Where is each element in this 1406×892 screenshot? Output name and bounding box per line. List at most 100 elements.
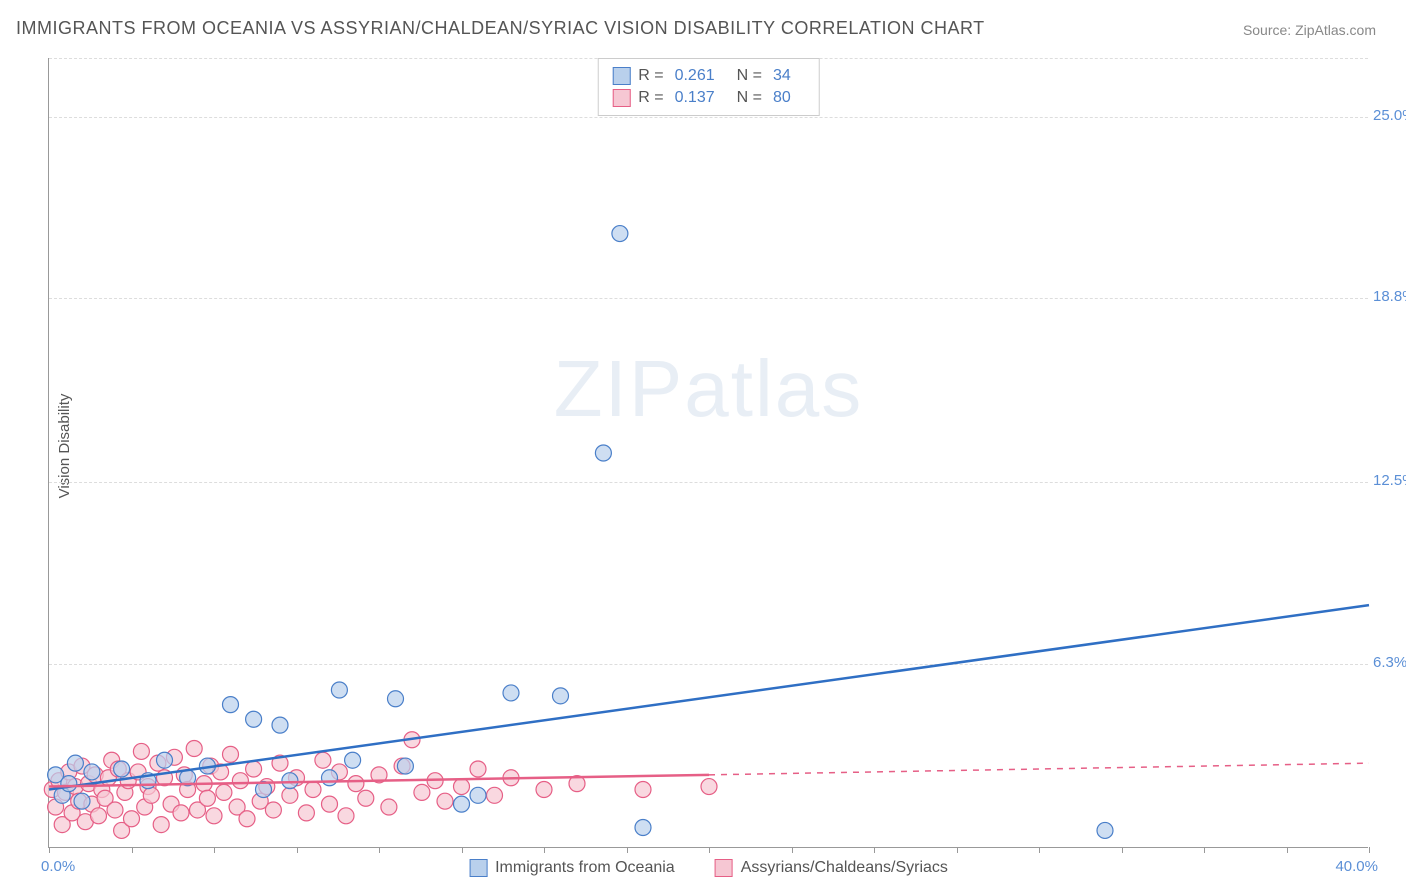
x-tick [297, 847, 298, 853]
r-label: R = [638, 67, 663, 85]
x-tick [462, 847, 463, 853]
x-tick [627, 847, 628, 853]
data-point [186, 741, 202, 757]
trend-line [49, 605, 1369, 789]
data-point [216, 784, 232, 800]
data-point [315, 752, 331, 768]
data-point [388, 691, 404, 707]
data-point [503, 685, 519, 701]
legend-swatch-b0 [469, 859, 487, 877]
x-axis-min-label: 0.0% [41, 858, 75, 875]
r-label: R = [638, 89, 663, 107]
data-point [635, 820, 651, 836]
chart-title: IMMIGRANTS FROM OCEANIA VS ASSYRIAN/CHAL… [16, 18, 985, 39]
data-point [91, 808, 107, 824]
legend-stats: R =0.261 N =34 R =0.137 N =80 [597, 58, 820, 116]
legend-item-1: Assyrians/Chaldeans/Syriacs [715, 859, 948, 877]
data-point [595, 445, 611, 461]
data-point [635, 781, 651, 797]
data-point [206, 808, 222, 824]
legend-swatch-b1 [715, 859, 733, 877]
legend-stats-row-0: R =0.261 N =34 [612, 65, 805, 87]
data-point [470, 761, 486, 777]
x-tick [1287, 847, 1288, 853]
x-tick [214, 847, 215, 853]
data-point [348, 776, 364, 792]
data-point [124, 811, 140, 827]
legend-label-1: Assyrians/Chaldeans/Syriacs [741, 859, 948, 877]
data-point [358, 790, 374, 806]
data-point [61, 776, 77, 792]
data-point [397, 758, 413, 774]
y-tick-label: 6.3% [1373, 654, 1406, 671]
data-point [153, 817, 169, 833]
n-value-0: 34 [773, 67, 791, 85]
x-tick [874, 847, 875, 853]
n-label: N = [737, 67, 762, 85]
y-tick-label: 12.5% [1373, 472, 1406, 489]
data-point [487, 787, 503, 803]
data-point [133, 743, 149, 759]
trend-line-dashed [709, 763, 1369, 775]
data-point [246, 761, 262, 777]
data-point [239, 811, 255, 827]
data-point [272, 717, 288, 733]
data-point [282, 773, 298, 789]
data-point [143, 787, 159, 803]
data-point [345, 752, 361, 768]
data-point [282, 787, 298, 803]
x-tick [49, 847, 50, 853]
n-value-1: 80 [773, 89, 791, 107]
legend-stats-row-1: R = 0.137 N = 80 [612, 87, 805, 109]
data-point [612, 226, 628, 242]
data-point [437, 793, 453, 809]
source-label: Source: ZipAtlas.com [1243, 22, 1376, 38]
data-point [298, 805, 314, 821]
data-point [199, 790, 215, 806]
x-tick [132, 847, 133, 853]
data-point [1097, 822, 1113, 838]
data-point [536, 781, 552, 797]
data-point [67, 755, 83, 771]
data-point [114, 761, 130, 777]
x-tick [1122, 847, 1123, 853]
data-point [84, 764, 100, 780]
r-value-1: 0.137 [675, 89, 715, 107]
data-point [381, 799, 397, 815]
x-tick [1369, 847, 1370, 853]
x-tick [1204, 847, 1205, 853]
data-point [414, 784, 430, 800]
x-tick [1039, 847, 1040, 853]
plot-area: ZIPatlas 6.3%12.5%18.8%25.0% R =0.261 N … [48, 58, 1368, 848]
data-point [454, 796, 470, 812]
x-tick [792, 847, 793, 853]
legend-label-0: Immigrants from Oceania [495, 859, 675, 877]
y-tick-label: 18.8% [1373, 288, 1406, 305]
data-point [107, 802, 123, 818]
data-point [265, 802, 281, 818]
legend-item-0: Immigrants from Oceania [469, 859, 675, 877]
data-point [246, 711, 262, 727]
data-point [454, 779, 470, 795]
data-point [701, 779, 717, 795]
x-tick [709, 847, 710, 853]
data-point [553, 688, 569, 704]
legend-series: Immigrants from Oceania Assyrians/Chalde… [469, 859, 948, 877]
data-point [470, 787, 486, 803]
legend-swatch-1 [612, 89, 630, 107]
data-point [223, 697, 239, 713]
data-point [232, 773, 248, 789]
data-point [322, 770, 338, 786]
data-point [157, 752, 173, 768]
data-point [223, 746, 239, 762]
data-point [173, 805, 189, 821]
x-tick [544, 847, 545, 853]
legend-swatch-0 [612, 67, 630, 85]
x-axis-max-label: 40.0% [1335, 858, 1378, 875]
data-point [322, 796, 338, 812]
x-tick [379, 847, 380, 853]
data-point [74, 793, 90, 809]
data-point [338, 808, 354, 824]
n-label: N = [737, 89, 762, 107]
data-point [305, 781, 321, 797]
